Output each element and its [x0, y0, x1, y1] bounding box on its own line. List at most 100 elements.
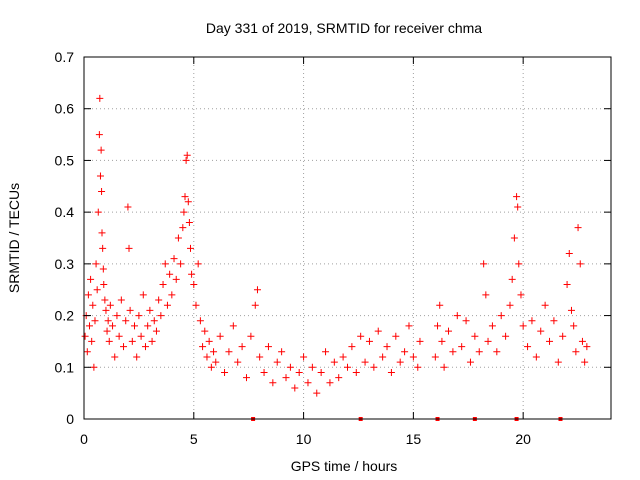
data-point	[396, 358, 404, 366]
data-point	[139, 291, 147, 299]
data-point	[583, 343, 591, 351]
data-point	[109, 322, 117, 330]
data-point	[550, 317, 558, 325]
grid-lines	[84, 57, 611, 419]
data-point	[510, 234, 518, 242]
data-point	[431, 353, 439, 361]
y-tick-label: 0.7	[55, 49, 75, 65]
data-point	[128, 337, 136, 345]
data-point	[196, 317, 204, 325]
data-point	[554, 358, 562, 366]
data-point	[282, 374, 290, 382]
data-point	[365, 337, 373, 345]
data-point	[125, 244, 133, 252]
data-point	[177, 260, 185, 268]
data-point	[537, 327, 545, 335]
data-point	[85, 322, 93, 330]
data-point	[405, 322, 413, 330]
data-point	[515, 260, 523, 268]
data-point	[126, 306, 134, 314]
x-tick-label: 15	[406, 431, 422, 447]
y-tick-label: 0.5	[55, 152, 75, 168]
data-point	[212, 358, 220, 366]
data-point	[519, 322, 527, 330]
y-axis-title: SRMTID / TECUs	[6, 183, 22, 293]
data-point	[141, 343, 149, 351]
data-point	[471, 332, 479, 340]
data-point	[133, 353, 141, 361]
data-point	[361, 358, 369, 366]
data-point	[466, 358, 474, 366]
data-point	[180, 208, 188, 216]
data-point	[150, 317, 158, 325]
data-point	[137, 332, 145, 340]
data-point	[111, 353, 119, 361]
data-point	[528, 317, 536, 325]
data-point	[304, 379, 312, 387]
data-point	[96, 94, 104, 102]
data-point	[97, 146, 105, 154]
x-tick-label: 10	[296, 431, 312, 447]
data-point	[256, 353, 264, 361]
y-tick-label: 0.1	[55, 359, 75, 375]
x-axis-title: GPS time / hours	[291, 458, 398, 474]
data-point	[179, 224, 187, 232]
data-point	[387, 368, 395, 376]
data-point	[260, 368, 268, 376]
data-point	[508, 275, 516, 283]
data-point	[122, 317, 130, 325]
data-point	[90, 363, 98, 371]
data-point	[532, 353, 540, 361]
data-point	[278, 348, 286, 356]
data-point	[205, 337, 213, 345]
data-point	[87, 275, 95, 283]
data-point	[357, 332, 365, 340]
data-point	[513, 193, 521, 201]
data-point	[117, 296, 125, 304]
data-point	[322, 348, 330, 356]
data-point	[96, 172, 104, 180]
data-point	[317, 368, 325, 376]
data-point	[216, 332, 224, 340]
data-point	[81, 332, 89, 340]
data-point	[541, 301, 549, 309]
data-point	[335, 374, 343, 382]
data-point	[462, 317, 470, 325]
data-point	[124, 203, 132, 211]
data-point	[493, 348, 501, 356]
data-point	[251, 301, 259, 309]
data-point	[103, 327, 111, 335]
data-point	[506, 301, 514, 309]
y-tick-label: 0.6	[55, 101, 75, 117]
data-point	[449, 348, 457, 356]
plot-frame	[83, 56, 612, 420]
data-point	[184, 198, 192, 206]
data-point	[100, 281, 108, 289]
data-point	[183, 151, 191, 159]
data-point	[480, 260, 488, 268]
data-point	[148, 337, 156, 345]
data-point	[203, 353, 211, 361]
data-point	[157, 312, 165, 320]
data-point	[105, 337, 113, 345]
data-point	[166, 270, 174, 278]
data-point	[570, 322, 578, 330]
data-point	[101, 296, 109, 304]
data-point	[291, 384, 299, 392]
data-point	[253, 286, 261, 294]
data-point	[401, 348, 409, 356]
data-point	[440, 363, 448, 371]
data-point	[201, 327, 209, 335]
data-point	[84, 291, 92, 299]
data-point	[174, 234, 182, 242]
data-point	[190, 281, 198, 289]
data-point	[89, 301, 97, 309]
data-point	[113, 312, 121, 320]
data-point	[155, 296, 163, 304]
y-tick-label: 0.3	[55, 256, 75, 272]
data-point	[242, 374, 250, 382]
data-point	[131, 322, 139, 330]
data-point	[576, 260, 584, 268]
data-point	[269, 379, 277, 387]
data-point	[524, 343, 532, 351]
